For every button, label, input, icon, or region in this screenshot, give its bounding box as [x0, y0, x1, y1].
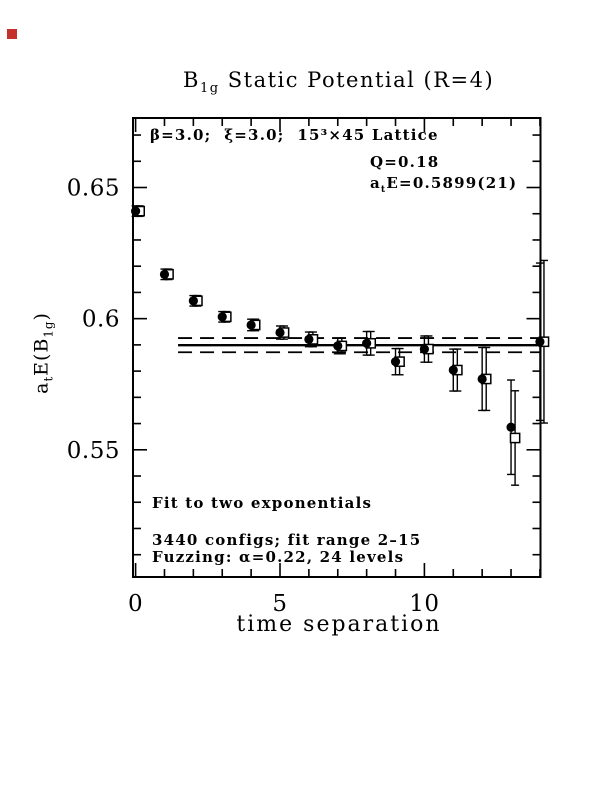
data-point-circle	[275, 327, 285, 338]
y-label-part: E(B	[30, 337, 53, 376]
data-point-circle	[477, 374, 487, 384]
x-tick-label: 5	[272, 591, 287, 617]
data-point-circle	[362, 338, 372, 348]
data-point-circle	[217, 312, 227, 322]
x-tick-label: 0	[128, 591, 143, 617]
data-point-circle	[390, 357, 401, 367]
fit-energy-part: a	[370, 174, 381, 192]
fit-quality-annotation: Q=0.18	[370, 153, 440, 171]
y-tick-label: 0.6	[82, 307, 120, 333]
title-rest: Static Potential (R=4)	[219, 68, 495, 92]
y-label-part: a	[30, 381, 53, 394]
fit-energy-part: E=0.5899(21)	[386, 174, 518, 192]
y-label-subscript: 1g	[41, 320, 56, 338]
corner-marker	[7, 29, 17, 39]
x-tick-label: 10	[409, 591, 439, 617]
fit-energy-subscript: t	[380, 184, 387, 195]
fuzzing-annotation: Fuzzing: α=0.22, 24 levels	[152, 548, 405, 566]
data-point-circle	[535, 337, 545, 347]
data-point-circle	[506, 422, 516, 432]
data-point-circle	[130, 206, 141, 216]
y-tick-label: 0.65	[67, 176, 120, 202]
data-point-circle	[419, 344, 430, 354]
x-axis-label: time separation	[236, 612, 442, 637]
data-point-circle	[333, 341, 343, 351]
fit-energy-annotation: atE=0.5899(21)	[370, 174, 518, 196]
configs-annotation: 3440 configs; fit range 2–15	[152, 531, 422, 549]
data-point-circle	[304, 334, 314, 344]
data-point-circle	[188, 296, 198, 306]
data-point-circle	[448, 365, 458, 375]
data-point-square	[509, 432, 521, 444]
chart-title: B1g Static Potential (R=4)	[183, 68, 495, 97]
y-label-subscript: t	[41, 375, 56, 382]
lattice-info-annotation: β=3.0; ξ=3.0; 15³×45 Lattice	[150, 126, 439, 144]
y-tick-label: 0.55	[67, 438, 120, 464]
data-point-circle	[246, 320, 256, 330]
fit-note-annotation: Fit to two exponentials	[152, 494, 373, 512]
y-axis-label: atE(B1g)	[30, 312, 56, 394]
title-base: B	[183, 68, 200, 92]
y-label-part: )	[30, 312, 53, 321]
title-subscript: 1g	[199, 81, 220, 97]
data-point-circle	[159, 269, 170, 279]
